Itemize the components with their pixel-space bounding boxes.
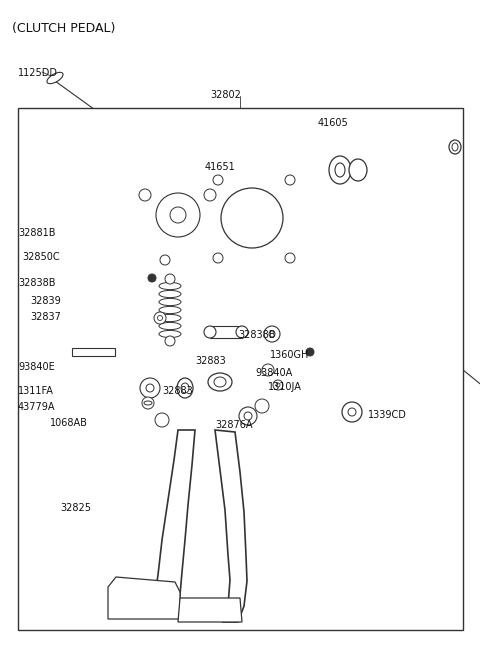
Text: 1339CD: 1339CD (368, 410, 407, 420)
Circle shape (269, 331, 275, 337)
Ellipse shape (47, 72, 63, 84)
Ellipse shape (236, 326, 248, 338)
Circle shape (142, 397, 154, 409)
Ellipse shape (214, 377, 226, 387)
Circle shape (156, 193, 200, 237)
Circle shape (285, 175, 295, 185)
Ellipse shape (208, 373, 232, 391)
Text: 41651: 41651 (205, 162, 236, 172)
Ellipse shape (159, 314, 181, 321)
Polygon shape (215, 430, 247, 622)
Circle shape (146, 384, 154, 392)
Ellipse shape (452, 143, 458, 151)
Ellipse shape (159, 322, 181, 329)
Circle shape (204, 189, 216, 201)
Text: 32876A: 32876A (215, 420, 252, 430)
Circle shape (213, 175, 223, 185)
Circle shape (239, 407, 257, 425)
Circle shape (273, 380, 283, 390)
Ellipse shape (159, 331, 181, 338)
Ellipse shape (204, 326, 216, 338)
Ellipse shape (449, 140, 461, 154)
Text: 43779A: 43779A (18, 402, 56, 412)
Circle shape (262, 364, 274, 376)
Ellipse shape (159, 282, 181, 289)
Circle shape (264, 326, 280, 342)
Text: 32825: 32825 (60, 503, 91, 513)
Circle shape (255, 399, 269, 413)
Circle shape (285, 253, 295, 263)
Circle shape (154, 312, 166, 324)
Text: (CLUTCH PEDAL): (CLUTCH PEDAL) (12, 22, 115, 35)
Circle shape (342, 402, 362, 422)
Circle shape (148, 274, 156, 282)
Circle shape (157, 316, 163, 321)
Ellipse shape (159, 298, 181, 306)
Ellipse shape (177, 378, 193, 398)
Circle shape (160, 255, 170, 265)
Text: 1311FA: 1311FA (18, 386, 54, 396)
Circle shape (244, 412, 252, 420)
Text: 32850C: 32850C (22, 252, 60, 262)
Text: 93840A: 93840A (255, 368, 292, 378)
Circle shape (165, 336, 175, 346)
Text: 1125DD: 1125DD (18, 68, 58, 78)
Polygon shape (210, 326, 242, 338)
Circle shape (306, 348, 314, 356)
Circle shape (213, 253, 223, 263)
Text: 93840E: 93840E (18, 362, 55, 372)
Polygon shape (152, 430, 195, 610)
Ellipse shape (159, 291, 181, 298)
Polygon shape (108, 577, 180, 619)
Ellipse shape (181, 383, 189, 393)
Text: 32802: 32802 (210, 90, 241, 100)
Text: 41605: 41605 (318, 118, 349, 128)
Text: 32839: 32839 (30, 296, 61, 306)
Circle shape (165, 274, 175, 284)
Text: 32881B: 32881B (18, 228, 56, 238)
Text: 32838B: 32838B (238, 330, 276, 340)
Ellipse shape (144, 401, 152, 405)
Ellipse shape (221, 188, 283, 248)
Polygon shape (178, 598, 242, 622)
Ellipse shape (335, 163, 345, 177)
Text: 32837: 32837 (30, 312, 61, 322)
Circle shape (139, 189, 151, 201)
Bar (18, 108, 463, 630)
Text: 1068AB: 1068AB (50, 418, 88, 428)
Ellipse shape (349, 159, 367, 181)
Polygon shape (72, 348, 115, 356)
Ellipse shape (159, 306, 181, 314)
Text: 32883: 32883 (162, 386, 193, 396)
Text: 1310JA: 1310JA (268, 382, 302, 392)
Text: 32883: 32883 (195, 356, 226, 366)
Circle shape (155, 413, 169, 427)
Text: 32838B: 32838B (18, 278, 56, 288)
Ellipse shape (329, 156, 351, 184)
Circle shape (170, 207, 186, 223)
Text: 1360GH: 1360GH (270, 350, 310, 360)
Circle shape (348, 408, 356, 416)
Circle shape (276, 383, 280, 387)
Circle shape (140, 378, 160, 398)
